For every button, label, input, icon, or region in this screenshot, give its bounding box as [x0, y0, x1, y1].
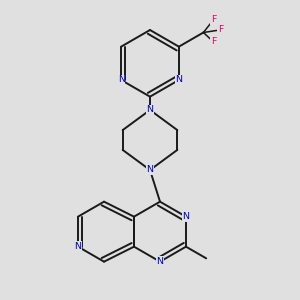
Text: F: F	[211, 15, 216, 24]
Text: N: N	[157, 257, 164, 266]
Text: N: N	[176, 76, 182, 85]
Text: N: N	[182, 212, 190, 221]
Text: F: F	[211, 37, 216, 46]
Text: N: N	[118, 76, 124, 85]
Text: N: N	[74, 242, 82, 251]
Text: F: F	[218, 25, 224, 34]
Text: N: N	[146, 106, 154, 115]
Text: N: N	[146, 166, 154, 175]
